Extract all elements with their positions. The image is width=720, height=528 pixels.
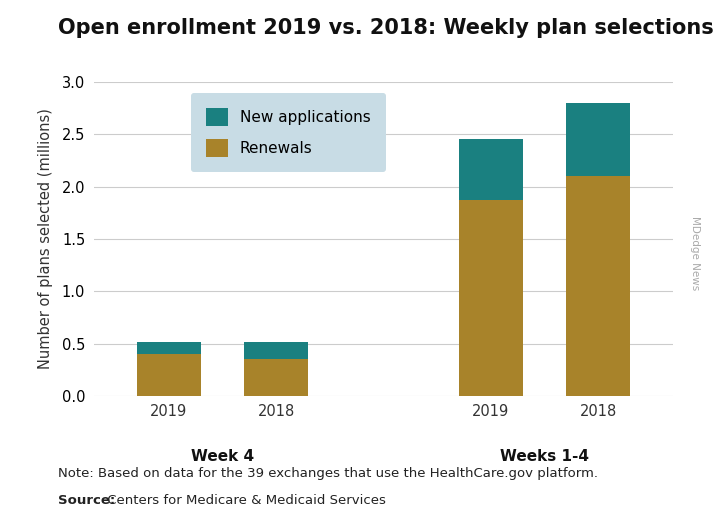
- Legend: New applications, Renewals: New applications, Renewals: [191, 92, 386, 172]
- Bar: [459, 139, 523, 200]
- Bar: [244, 342, 308, 360]
- Bar: [566, 103, 630, 176]
- Bar: [137, 342, 201, 354]
- Text: Note: Based on data for the 39 exchanges that use the HealthCare.gov platform.: Note: Based on data for the 39 exchanges…: [58, 467, 598, 480]
- Bar: [566, 176, 630, 396]
- Bar: [459, 200, 523, 396]
- Text: Centers for Medicare & Medicaid Services: Centers for Medicare & Medicaid Services: [103, 494, 386, 507]
- Text: Open enrollment 2019 vs. 2018: Weekly plan selections: Open enrollment 2019 vs. 2018: Weekly pl…: [58, 18, 714, 39]
- Text: Week 4: Week 4: [191, 449, 254, 464]
- Y-axis label: Number of plans selected (millions): Number of plans selected (millions): [38, 108, 53, 370]
- Bar: [137, 354, 201, 396]
- Bar: [244, 360, 308, 396]
- Text: Source:: Source:: [58, 494, 115, 507]
- Text: MDedge News: MDedge News: [690, 216, 700, 290]
- Text: Weeks 1-4: Weeks 1-4: [500, 449, 589, 464]
